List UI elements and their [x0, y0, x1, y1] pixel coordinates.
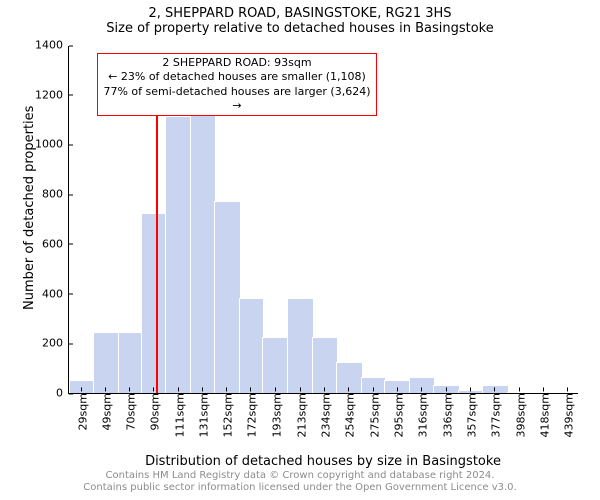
- histogram-bar: [190, 114, 216, 393]
- x-tick-label: 418sqm: [534, 393, 551, 437]
- x-tick-label: 398sqm: [510, 393, 527, 437]
- x-tick-label: 29sqm: [72, 393, 89, 430]
- x-tick-label: 49sqm: [97, 393, 114, 430]
- histogram-bar: [262, 337, 289, 393]
- histogram-bar: [433, 385, 460, 393]
- histogram-bar: [165, 116, 192, 393]
- histogram-bar: [239, 298, 265, 393]
- annotation-line: 2 SHEPPARD ROAD: 93sqm: [102, 56, 372, 70]
- y-tick-label: 800: [42, 188, 69, 201]
- x-tick-label: 316sqm: [413, 393, 430, 437]
- histogram-bar: [93, 332, 120, 393]
- y-tick-label: 200: [42, 337, 69, 350]
- x-tick-label: 213sqm: [291, 393, 308, 437]
- histogram-bar: [118, 332, 144, 393]
- figure: 2, SHEPPARD ROAD, BASINGSTOKE, RG21 3HS …: [0, 0, 600, 500]
- x-tick-label: 254sqm: [340, 393, 357, 437]
- y-tick-label: 1000: [35, 138, 69, 151]
- chart-title: 2, SHEPPARD ROAD, BASINGSTOKE, RG21 3HS: [0, 0, 600, 21]
- y-tick-label: 1400: [35, 39, 69, 52]
- footer-line: Contains public sector information licen…: [0, 482, 600, 494]
- y-tick-label: 600: [42, 237, 69, 250]
- y-tick-label: 1200: [35, 88, 69, 101]
- footer-attribution: Contains HM Land Registry data © Crown c…: [0, 470, 600, 494]
- plot-area: 2 SHEPPARD ROAD: 93sqm ← 23% of detached…: [68, 46, 578, 394]
- x-axis-label: Distribution of detached houses by size …: [145, 454, 501, 469]
- annotation-line: ← 23% of detached houses are smaller (1,…: [102, 70, 372, 84]
- histogram-bar: [361, 377, 387, 393]
- axes: 2 SHEPPARD ROAD: 93sqm ← 23% of detached…: [68, 46, 578, 394]
- x-tick-label: 295sqm: [388, 393, 405, 437]
- x-tick-label: 111sqm: [169, 393, 186, 437]
- histogram-bar: [312, 337, 338, 393]
- annotation-box: 2 SHEPPARD ROAD: 93sqm ← 23% of detached…: [97, 53, 377, 116]
- histogram-bar: [409, 377, 435, 393]
- y-tick-label: 0: [56, 387, 69, 400]
- x-tick-label: 172sqm: [242, 393, 259, 437]
- histogram-bar: [336, 362, 363, 393]
- y-tick-label: 400: [42, 287, 69, 300]
- x-tick-label: 152sqm: [218, 393, 235, 437]
- histogram-bar: [214, 201, 241, 393]
- x-tick-label: 131sqm: [193, 393, 210, 437]
- chart-subtitle: Size of property relative to detached ho…: [0, 21, 600, 36]
- histogram-bar: [287, 298, 314, 393]
- x-tick-label: 90sqm: [145, 393, 162, 430]
- histogram-bar: [141, 213, 167, 393]
- x-tick-label: 336sqm: [437, 393, 454, 437]
- histogram-bar: [69, 380, 95, 393]
- x-tick-label: 234sqm: [316, 393, 333, 437]
- y-axis-label: Number of detached properties: [22, 106, 37, 310]
- x-tick-label: 193sqm: [266, 393, 283, 437]
- histogram-bar: [482, 385, 509, 393]
- x-tick-label: 275sqm: [364, 393, 381, 437]
- histogram-bar: [384, 380, 411, 393]
- x-tick-label: 439sqm: [559, 393, 576, 437]
- annotation-line: 77% of semi-detached houses are larger (…: [102, 85, 372, 114]
- x-tick-label: 357sqm: [461, 393, 478, 437]
- footer-line: Contains HM Land Registry data © Crown c…: [0, 470, 600, 482]
- x-tick-label: 70sqm: [121, 393, 138, 430]
- x-tick-label: 377sqm: [486, 393, 503, 437]
